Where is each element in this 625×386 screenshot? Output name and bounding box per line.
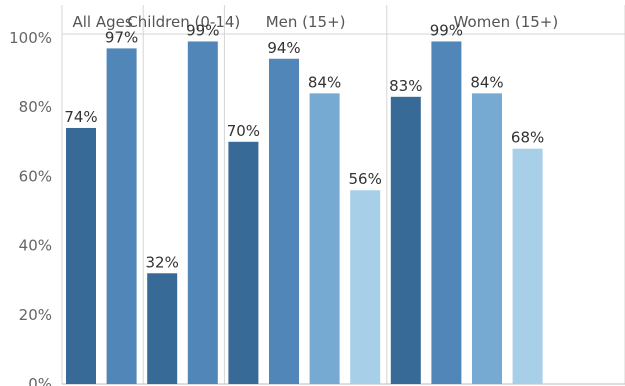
y-tick-label: 20% <box>19 306 52 324</box>
data-label: 97% <box>105 28 138 46</box>
bar <box>472 93 502 385</box>
bar <box>431 41 462 385</box>
header-band <box>62 5 625 34</box>
data-label: 32% <box>146 253 179 271</box>
bar <box>147 273 178 384</box>
data-label: 83% <box>389 77 422 95</box>
data-label: 99% <box>186 21 219 39</box>
bar <box>66 127 96 385</box>
y-tick-label: 0% <box>28 375 52 386</box>
data-label: 84% <box>308 73 341 91</box>
pane-header: Children (0-14) <box>127 13 240 31</box>
bar <box>187 41 218 385</box>
data-label: 94% <box>267 39 300 57</box>
bar <box>350 190 381 384</box>
data-label: 84% <box>470 73 503 91</box>
data-label: 56% <box>349 170 382 188</box>
bar <box>228 141 259 384</box>
data-label: 70% <box>227 122 260 140</box>
bar <box>309 93 340 385</box>
data-label: 68% <box>511 129 544 147</box>
bar <box>269 58 299 384</box>
data-label: 99% <box>430 21 463 39</box>
y-tick-label: 40% <box>19 237 52 255</box>
pane-header: Women (15+) <box>454 13 559 31</box>
bar <box>512 148 543 384</box>
pane-header: All Ages <box>72 13 132 31</box>
y-tick-label: 60% <box>19 167 52 185</box>
y-tick-label: 100% <box>9 29 52 47</box>
pane-header: Men (15+) <box>266 13 346 31</box>
y-tick-label: 80% <box>19 98 52 116</box>
data-label: 74% <box>64 108 97 126</box>
bar <box>390 96 421 384</box>
bar <box>106 48 137 384</box>
